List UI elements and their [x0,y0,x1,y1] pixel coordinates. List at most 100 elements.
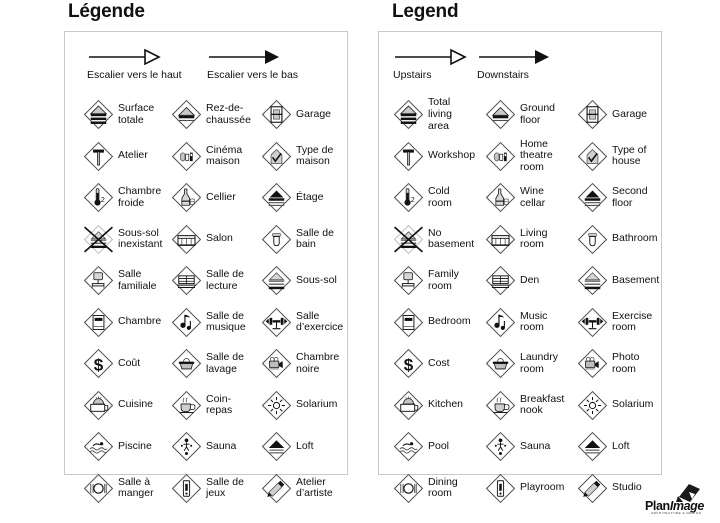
legend-label-line: Surface [118,102,155,115]
legend-entry[interactable]: Breakfast nook [485,385,577,427]
legend-entry[interactable]: Loft [261,426,349,468]
legend-entry[interactable]: Chambre [83,302,171,344]
legend-label: Sauna [520,440,550,453]
legend-entry[interactable]: Atelier [83,136,171,178]
legend-row: $ Cost Laundry room Photo room [379,343,661,385]
legend-entry[interactable]: Laundry room [485,343,577,385]
pool-icon [83,431,114,462]
legend-row: Piscine Sauna Loft [65,426,347,468]
legend-entry[interactable]: Studio [577,468,663,510]
legend-entry[interactable]: Sauna [485,426,577,468]
legend-entry[interactable]: Family room [393,260,485,302]
legend-entry[interactable]: Sauna [171,426,261,468]
legend-label-line: room [428,487,452,500]
legend-entry[interactable]: 2 Chambre froide [83,177,171,219]
legend-entry[interactable]: Salle de jeux [171,468,261,510]
legend-entry[interactable]: Atelier d’artiste [261,468,349,510]
legend-label: Salon [206,233,233,245]
legend-entry[interactable]: Salle familiale [83,260,171,302]
legend-entry[interactable]: Salle de lavage [171,343,261,385]
legend-label-line: No [428,226,442,239]
legend-entry[interactable]: Étage [261,177,349,219]
legend-row: Total living area Ground floor Garage [379,94,661,136]
sauna-icon [485,431,516,462]
legend-label: Loft [296,439,314,453]
wine-cellar-icon [485,182,516,213]
legend-label-line: Chambre [118,315,162,328]
legend-label-line: Loft [612,439,630,452]
legend-label-line: Étage [296,190,324,203]
legend-entry[interactable]: Chambre noire [261,343,349,385]
legend-entry[interactable]: Salle de bain [261,219,349,261]
legend-label: Atelier d’artiste [296,476,333,500]
legend-entry[interactable]: Bathroom [577,219,663,261]
legend-entry[interactable]: Type of house [577,136,663,178]
cold-room-icon: 2 [393,182,424,213]
legend-entry[interactable]: Kitchen [393,385,485,427]
legend-entry[interactable]: Loft [577,426,663,468]
legend-label-line: room [520,321,544,334]
legend-entry[interactable]: Coin-repas [171,385,261,427]
legend-entry[interactable]: Living room [485,219,577,261]
wine-cellar-icon [171,182,202,213]
legend-label: Salle de lavage [206,352,244,375]
legend-entry[interactable]: Cuisine [83,385,171,427]
legend-label-line: Piscine [118,439,152,452]
legend-entry[interactable]: Garage [261,94,349,136]
legend-entry[interactable]: Cellier [171,177,261,219]
legend-entry[interactable]: Second floor [577,177,663,219]
legend-entry[interactable]: Playroom [485,468,577,510]
legend-entry[interactable]: Den [485,260,577,302]
legend-entry[interactable]: Dining room [393,468,485,510]
legend-label: Garage [296,108,331,121]
legend-entry[interactable]: Pool [393,426,485,468]
legend-label-line: Loft [296,439,314,452]
legend-entry[interactable]: Basement [577,260,663,302]
arrow-down-stairs-icon [477,48,597,70]
legend-entry[interactable]: Bedroom [393,302,485,344]
legend-entry[interactable]: Piscine [83,426,171,468]
legend-entry[interactable]: Music room [485,302,577,344]
legend-entry[interactable]: Surface totale [83,94,171,136]
legend-label-line: Wine [520,185,544,198]
legend-label-line: Dining [428,475,458,488]
legend-label-line: Playroom [520,481,565,494]
svg-text:$: $ [404,356,414,375]
legend-entry[interactable]: Photo room [577,343,663,385]
legend-label: Kitchen [428,399,463,411]
legend-entry[interactable]: Cinéma maison [171,136,261,178]
legend-label-line: room [428,196,452,209]
garage-icon [261,99,292,130]
legend-entry[interactable]: Sous-sol [261,260,349,302]
legend-entry[interactable]: $ Coût [83,343,171,385]
workshop-icon [393,141,424,172]
legend-entry[interactable]: Total living area [393,94,485,136]
legend-entry[interactable]: Workshop [393,136,485,178]
legend-entry[interactable]: Garage [577,94,663,136]
legend-entry[interactable]: Salle d’exercice [261,302,349,344]
legend-entry[interactable]: Type de maison [261,136,349,178]
legend-entry[interactable]: Wine cellar [485,177,577,219]
legend-row: 2 Cold room Wine cellar Second floor [379,177,661,219]
legend-entry[interactable]: Solarium [577,385,663,427]
living-room-icon [171,224,202,255]
legend-entry[interactable]: Rez-de-chaussée [171,94,261,136]
legend-entry[interactable]: 2 Cold room [393,177,485,219]
legend-entry[interactable]: Salle à manger [83,468,171,510]
playroom-icon [171,473,202,504]
legend-entry[interactable]: Salle de musique [171,302,261,344]
legend-entry[interactable]: Exercise room [577,302,663,344]
legend-entry[interactable]: Home theatre room [485,136,577,178]
legend-row: Salle à manger Salle de jeux Atelier d’artist… [65,468,347,510]
legend-entry[interactable]: Salle de lecture [171,260,261,302]
legend-label-line: Bedroom [428,315,471,328]
legend-entry[interactable]: Solarium [261,385,349,427]
legend-entry[interactable]: Ground floor [485,94,577,136]
legend-label: Loft [612,439,630,453]
stairs-entry-up: Escalier vers le haut [87,48,207,81]
legend-row: Pool Sauna Loft [379,426,661,468]
legend-entry[interactable]: Sous-sol inexistant [83,219,171,261]
legend-entry[interactable]: Salon [171,219,261,261]
legend-entry[interactable]: No basement [393,219,485,261]
legend-entry[interactable]: $ Cost [393,343,485,385]
